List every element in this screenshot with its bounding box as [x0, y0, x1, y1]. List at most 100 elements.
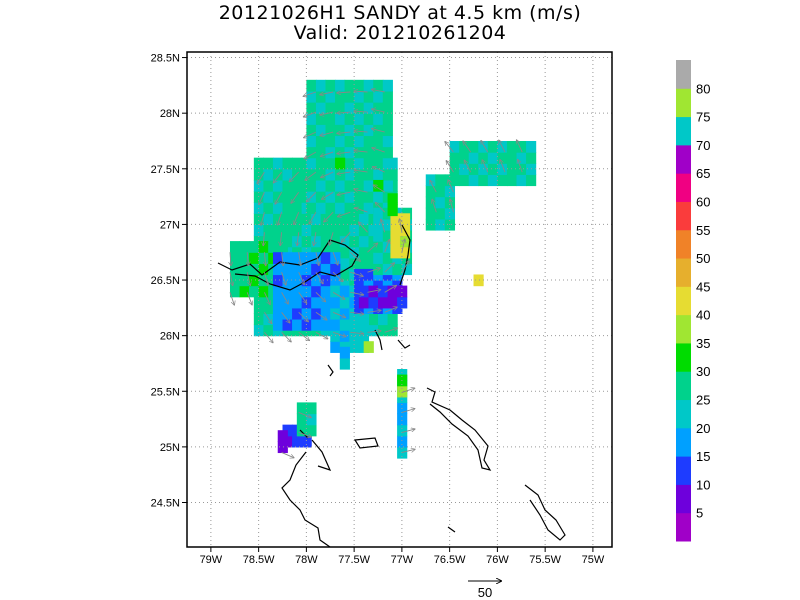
field-cell	[282, 157, 293, 170]
field-cell	[373, 191, 384, 203]
field-cell	[301, 235, 312, 248]
wind-vector	[259, 192, 265, 205]
field-cell	[358, 224, 370, 237]
wind-vector	[350, 271, 363, 276]
field-cell	[282, 168, 293, 181]
field-cell	[382, 79, 393, 92]
wind-vector	[298, 272, 305, 285]
wind-vector	[445, 141, 454, 153]
field-cell	[249, 285, 260, 298]
field-cell	[339, 296, 350, 309]
chart-subtitle: Valid: 201210261204	[293, 22, 507, 44]
field-cell	[358, 257, 370, 270]
field-cell	[282, 263, 293, 276]
field-cell	[339, 285, 350, 298]
x-tick-label: 77.5W	[338, 554, 370, 566]
field-cell	[382, 90, 393, 103]
field-cell	[306, 113, 317, 125]
field-cell	[363, 168, 374, 181]
field-cell	[292, 285, 303, 298]
field-cell	[277, 241, 288, 253]
plot-area	[187, 52, 612, 547]
x-tick-label: 76W	[486, 554, 509, 566]
field-cell	[263, 302, 274, 314]
wind-vector	[263, 232, 264, 246]
wind-vector	[401, 409, 415, 413]
field-cell	[272, 213, 284, 226]
field-cell	[449, 174, 460, 187]
field-cell	[373, 179, 384, 192]
wind-vector	[297, 232, 299, 246]
field-cell	[358, 213, 370, 226]
wind-vector	[229, 272, 233, 286]
field-cell	[258, 285, 269, 298]
field-cell	[311, 235, 322, 248]
field-cell	[258, 252, 269, 264]
y-tick-label: 26N	[160, 331, 180, 343]
field-cell	[272, 285, 284, 298]
wind-vector	[298, 331, 310, 341]
field-cell	[301, 252, 312, 264]
field-cell	[397, 385, 408, 398]
field-cell	[272, 202, 284, 214]
field-cell	[263, 324, 274, 337]
colorbar-swatch	[676, 286, 691, 316]
field-cell	[363, 146, 374, 159]
field-cell	[320, 224, 331, 237]
field-cell	[306, 135, 317, 148]
field-cell	[487, 174, 498, 187]
field-cell	[335, 113, 346, 125]
wind-vector	[384, 328, 398, 333]
field-cell	[373, 90, 384, 103]
field-cell	[258, 241, 269, 253]
colorbar-label: 55	[696, 223, 710, 238]
field-cell	[435, 207, 446, 220]
field-cell	[282, 224, 293, 237]
wind-vector	[384, 307, 398, 313]
field-cell	[253, 324, 264, 337]
wind-vector	[323, 211, 334, 222]
field-cell	[277, 430, 288, 442]
wind-vector	[298, 411, 312, 417]
field-cell	[397, 424, 408, 437]
wind-vector	[246, 292, 252, 305]
colorbar-swatch	[676, 371, 691, 401]
y-tick-label: 28.5N	[151, 53, 180, 65]
colorbar-label: 5	[696, 506, 703, 521]
wind-vector	[349, 251, 360, 261]
field-cell	[378, 324, 389, 337]
colorbar-swatch	[676, 456, 691, 485]
field-cell	[363, 102, 374, 114]
wind-vector	[367, 310, 382, 312]
field-cell	[387, 324, 398, 337]
field-cell	[349, 341, 360, 353]
field-cell	[292, 168, 303, 181]
colorbar-label: 30	[696, 364, 710, 379]
field-cell	[325, 146, 336, 159]
wind-vector	[463, 141, 472, 153]
wind-vector	[264, 312, 272, 324]
field-cell	[306, 146, 317, 159]
field-cell	[425, 185, 436, 198]
field-cell	[311, 274, 322, 287]
field-cell	[335, 157, 346, 170]
field-cell	[387, 285, 398, 298]
field-cell	[311, 213, 322, 226]
wind-vector	[303, 131, 317, 138]
field-cell	[263, 213, 274, 226]
field-cell	[382, 179, 393, 192]
field-cell	[397, 285, 408, 298]
plot-frame	[186, 51, 613, 548]
field-cell	[373, 157, 384, 170]
wind-vector	[298, 292, 307, 303]
colorbar-swatch	[676, 258, 691, 287]
field-cell	[249, 241, 260, 253]
field-cell	[315, 135, 327, 148]
field-cell	[382, 113, 393, 125]
field-cell	[516, 174, 527, 187]
wind-vector	[332, 331, 346, 336]
field-cell	[358, 285, 370, 298]
field-cell	[272, 157, 284, 170]
wind-vector	[341, 231, 351, 243]
